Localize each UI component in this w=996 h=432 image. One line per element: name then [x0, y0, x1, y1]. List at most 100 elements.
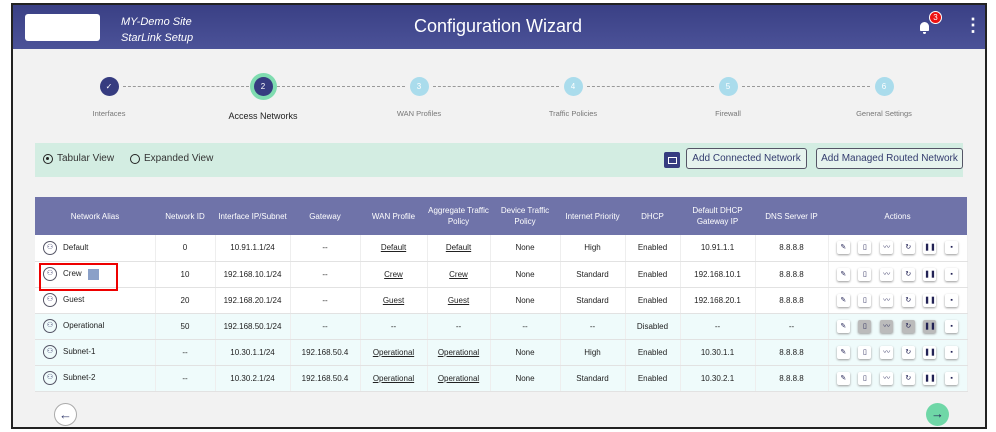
- step-2[interactable]: 2 Access Networks: [193, 77, 333, 121]
- cell-gw: --: [290, 235, 361, 262]
- agg-value[interactable]: Default: [445, 243, 472, 253]
- wan-value[interactable]: Default: [380, 243, 407, 253]
- cell-wan[interactable]: Default: [360, 235, 428, 262]
- chart-icon[interactable]: 〰: [880, 241, 894, 255]
- cell-dns: 8.8.8.8: [755, 339, 829, 366]
- cell-dhcp: Enabled: [625, 261, 681, 288]
- cell-id: --: [155, 365, 216, 392]
- refresh-icon[interactable]: ↻: [901, 267, 915, 281]
- column-header: Interface IP/Subnet: [215, 197, 290, 235]
- agg-value[interactable]: Crew: [449, 269, 468, 279]
- expanded-view-radio[interactable]: Expanded View: [130, 153, 213, 164]
- edit-icon[interactable]: ✎: [836, 319, 850, 333]
- folder-icon[interactable]: [664, 152, 680, 168]
- kebab-menu-icon[interactable]: ⋮: [964, 15, 982, 35]
- add-connected-network-button[interactable]: Add Connected Network: [686, 148, 807, 169]
- delete-icon[interactable]: ▪: [945, 371, 959, 385]
- cell-agg[interactable]: Operational: [427, 365, 491, 392]
- device-icon[interactable]: ▯: [858, 371, 872, 385]
- bell-icon[interactable]: [919, 22, 930, 34]
- device-icon[interactable]: ▯: [858, 267, 872, 281]
- delete-icon[interactable]: ▪: [945, 241, 959, 255]
- cell-prio: High: [560, 235, 626, 262]
- cell-prio: Standard: [560, 287, 626, 314]
- prio-value: Standard: [576, 295, 609, 305]
- pause-icon[interactable]: ❚❚: [923, 319, 937, 333]
- device-icon[interactable]: ▯: [858, 293, 872, 307]
- cell-agg[interactable]: Guest: [427, 287, 491, 314]
- networks-table: Network Alias Network ID Interface IP/Subn…: [35, 197, 968, 392]
- wan-value[interactable]: Operational: [372, 373, 415, 383]
- cell-dgw: 10.30.2.1: [680, 365, 756, 392]
- cell-agg[interactable]: Crew: [427, 261, 491, 288]
- agg-value[interactable]: Guest: [447, 295, 470, 305]
- table-row: ⚇ Subnet-2 -- 10.30.2.1/24 192.168.50.4 Opera…: [35, 365, 968, 392]
- header: MY-Demo Site StarLink Setup Configuratio…: [13, 5, 985, 49]
- cell-agg[interactable]: Default: [427, 235, 491, 262]
- add-managed-routed-network-button[interactable]: Add Managed Routed Network: [816, 148, 963, 169]
- cell-wan[interactable]: Guest: [360, 287, 428, 314]
- cell-wan[interactable]: Operational: [360, 365, 428, 392]
- step-number: 6: [874, 77, 894, 96]
- gw-value: 192.168.50.4: [301, 373, 349, 383]
- delete-icon[interactable]: ▪: [945, 345, 959, 359]
- cell-wan[interactable]: Crew: [360, 261, 428, 288]
- refresh-icon[interactable]: ↻: [901, 241, 915, 255]
- next-button[interactable]: →: [926, 403, 949, 426]
- step-5[interactable]: 5 Firewall: [658, 77, 798, 118]
- step-6[interactable]: 6 General Settings: [814, 77, 954, 118]
- pause-icon[interactable]: ❚❚: [923, 293, 937, 307]
- chart-icon[interactable]: 〰: [880, 267, 894, 281]
- tabular-view-radio[interactable]: Tabular View: [43, 153, 114, 164]
- refresh-icon[interactable]: ↻: [901, 319, 915, 333]
- wan-value[interactable]: Crew: [384, 269, 403, 279]
- chart-icon[interactable]: 〰: [880, 345, 894, 359]
- prio-value: High: [584, 347, 601, 357]
- column-header: Aggregate Traffic Policy: [427, 197, 490, 235]
- edit-icon[interactable]: ✎: [836, 241, 850, 255]
- cell-dgw: 10.91.1.1: [680, 235, 756, 262]
- pause-icon[interactable]: ❚❚: [923, 241, 937, 255]
- dns-value: 8.8.8.8: [779, 347, 804, 357]
- chart-icon[interactable]: 〰: [880, 319, 894, 333]
- refresh-icon[interactable]: ↻: [901, 293, 915, 307]
- edit-icon[interactable]: ✎: [836, 371, 850, 385]
- cell-gw: 192.168.50.4: [290, 365, 361, 392]
- chart-icon[interactable]: 〰: [880, 371, 894, 385]
- agg-value[interactable]: Operational: [437, 347, 480, 357]
- chart-icon[interactable]: 〰: [880, 293, 894, 307]
- refresh-icon[interactable]: ↻: [901, 345, 915, 359]
- dns-value: 8.8.8.8: [779, 295, 804, 305]
- notification-badge: 3: [929, 11, 942, 24]
- cell-dhcp: Enabled: [625, 235, 681, 262]
- network-icon: ⚇: [43, 293, 57, 307]
- agg-value[interactable]: Operational: [437, 373, 480, 383]
- edit-icon[interactable]: ✎: [836, 345, 850, 359]
- edit-icon[interactable]: ✎: [836, 267, 850, 281]
- delete-icon[interactable]: ▪: [945, 267, 959, 281]
- wan-value[interactable]: Guest: [382, 295, 405, 305]
- radio-icon: [130, 153, 140, 164]
- step-connector: [587, 86, 714, 87]
- delete-icon[interactable]: ▪: [945, 293, 959, 307]
- step-3[interactable]: 3 WAN Profiles: [349, 77, 489, 118]
- back-button[interactable]: ←: [54, 403, 77, 426]
- device-icon[interactable]: ▯: [858, 241, 872, 255]
- wan-value[interactable]: Operational: [372, 347, 415, 357]
- device-icon[interactable]: ▯: [858, 345, 872, 359]
- delete-icon[interactable]: ▪: [945, 319, 959, 333]
- pause-icon[interactable]: ❚❚: [923, 345, 937, 359]
- cell-id: 50: [155, 313, 216, 340]
- device-icon[interactable]: ▯: [858, 319, 872, 333]
- cell-agg[interactable]: Operational: [427, 339, 491, 366]
- cell-gw: --: [290, 261, 361, 288]
- cell-wan[interactable]: Operational: [360, 339, 428, 366]
- pause-icon[interactable]: ❚❚: [923, 371, 937, 385]
- pause-icon[interactable]: ❚❚: [923, 267, 937, 281]
- step-1[interactable]: ✓ Interfaces: [39, 77, 179, 118]
- edit-icon[interactable]: ✎: [836, 293, 850, 307]
- dhcp-value: Enabled: [637, 347, 668, 357]
- step-4[interactable]: 4 Traffic Policies: [503, 77, 643, 118]
- gw-value: --: [322, 243, 328, 253]
- refresh-icon[interactable]: ↻: [901, 371, 915, 385]
